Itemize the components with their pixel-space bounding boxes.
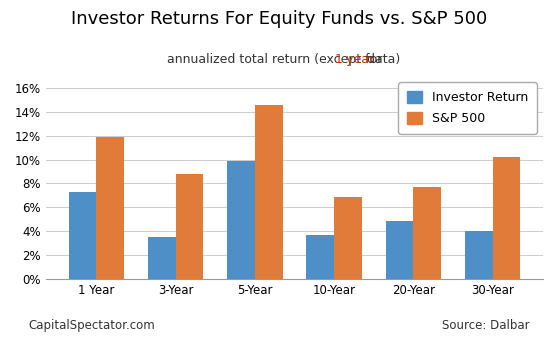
Text: CapitalSpectator.com: CapitalSpectator.com	[28, 319, 155, 332]
Bar	[465, 231, 493, 279]
Bar	[334, 197, 362, 279]
Text: Investor Returns For Equity Funds vs. S&P 500: Investor Returns For Equity Funds vs. S&…	[71, 10, 487, 28]
Bar	[413, 187, 441, 279]
Bar	[386, 220, 413, 279]
Bar	[493, 157, 521, 279]
Legend: Investor Return, S&P 500: Investor Return, S&P 500	[398, 82, 537, 134]
Bar	[306, 235, 334, 279]
Bar	[69, 192, 97, 279]
Text: Source: Dalbar: Source: Dalbar	[442, 319, 530, 332]
Bar	[148, 237, 176, 279]
Text: 1-year: 1-year	[335, 53, 376, 65]
Bar	[176, 174, 203, 279]
Bar	[97, 137, 124, 279]
Text: annualized total return (except for: annualized total return (except for	[167, 53, 386, 65]
Bar	[255, 105, 282, 279]
Text: data): data)	[363, 53, 401, 65]
Bar	[227, 161, 255, 279]
